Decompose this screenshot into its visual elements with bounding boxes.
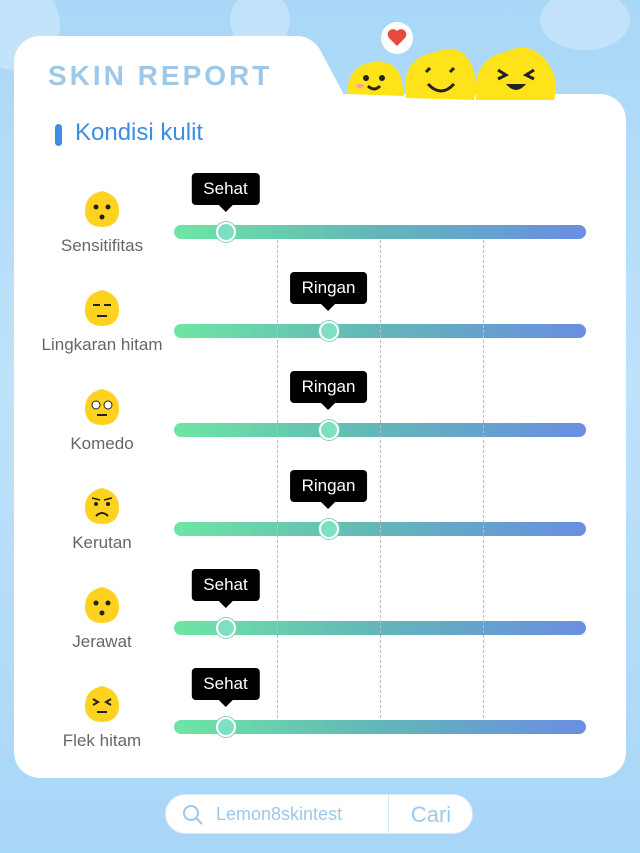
- surprised-face-icon: [82, 585, 122, 625]
- metric-label: Sensitifitas: [60, 236, 144, 255]
- metric-label: Kerutan: [72, 533, 132, 552]
- scale-divider: [277, 240, 278, 718]
- sensitive-face-icon: [82, 189, 122, 229]
- tired-face-icon: [82, 288, 122, 328]
- scale-divider: [380, 240, 381, 718]
- search-bar[interactable]: Lemon8skintest Cari: [165, 794, 473, 834]
- metric-slider-knob: [318, 321, 339, 341]
- metric-slider-track: [174, 720, 586, 734]
- lemon-mascots-icon: [347, 22, 557, 100]
- lemon-mascot-icon: [475, 47, 557, 100]
- heart-bubble-icon: [381, 22, 413, 54]
- search-icon: [183, 805, 203, 825]
- metric-label: Jerawat: [72, 632, 132, 651]
- metric-slider-knob: [215, 717, 236, 737]
- lemon-mascot-icon: [347, 61, 404, 96]
- metric-status-tooltip: Ringan: [289, 470, 368, 509]
- section-marker: [55, 124, 62, 146]
- search-button[interactable]: Cari: [410, 802, 452, 827]
- report-title: SKIN REPORT: [48, 60, 273, 91]
- pore-face-icon: [82, 387, 122, 427]
- search-query: Lemon8skintest: [216, 804, 343, 824]
- metric-label: Flek hitam: [62, 731, 142, 750]
- section-title: Kondisi kulit: [75, 119, 204, 146]
- background-bubble: [540, 0, 630, 50]
- metric-status-tooltip: Sehat: [191, 569, 260, 608]
- metric-label: Komedo: [70, 434, 134, 453]
- metric-slider-track: [174, 225, 586, 239]
- scale-divider: [483, 240, 484, 718]
- metric-status-tooltip: Ringan: [289, 272, 368, 311]
- metric-slider-knob: [215, 222, 236, 242]
- metric-slider-knob: [215, 618, 236, 638]
- metric-status-tooltip: Sehat: [191, 668, 260, 707]
- metric-slider-knob: [318, 519, 339, 539]
- metric-label: Lingkaran hitam: [41, 335, 163, 354]
- metric-slider-knob: [318, 420, 339, 440]
- search-input[interactable]: Lemon8skintest: [166, 795, 389, 833]
- spotted-face-icon: [82, 684, 122, 724]
- lemon-mascot-icon: [405, 48, 476, 100]
- metric-status-tooltip: Sehat: [191, 173, 260, 212]
- frown-face-icon: [82, 486, 122, 526]
- metric-status-tooltip: Ringan: [289, 371, 368, 410]
